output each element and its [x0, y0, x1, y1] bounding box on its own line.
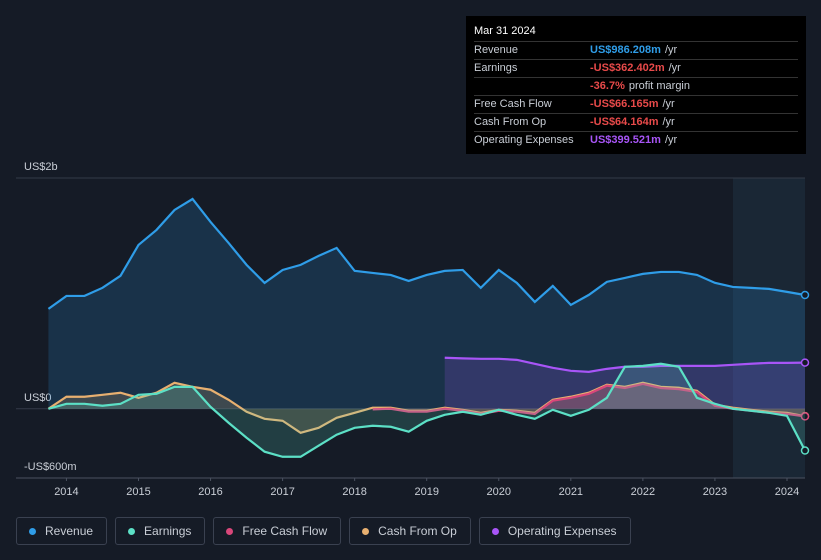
- series-area: [48, 363, 805, 457]
- y-tick-label: -US$600m: [24, 461, 77, 473]
- legend-dot: [226, 527, 234, 535]
- tooltip-row: Revenue US$986.208m/yr: [474, 42, 798, 60]
- legend-dot: [128, 527, 136, 535]
- x-tick-label: 2016: [198, 486, 222, 498]
- legend-label: Operating Expenses: [507, 524, 617, 538]
- legend-item[interactable]: Earnings: [115, 517, 206, 545]
- tooltip-row: Cash From Op -US$64.164m/yr: [474, 114, 798, 132]
- legend-item[interactable]: Cash From Op: [349, 517, 471, 545]
- x-tick-label: 2020: [487, 486, 511, 498]
- x-tick-label: 2015: [126, 486, 150, 498]
- tooltip-value: -US$66.165m: [590, 98, 659, 110]
- legend-label: Earnings: [144, 524, 192, 538]
- tooltip: Mar 31 2024 Revenue US$986.208m/yr Earning…: [466, 16, 806, 154]
- x-tick-label: 2014: [54, 486, 78, 498]
- tooltip-label: Operating Expenses: [474, 134, 574, 146]
- legend-item[interactable]: Operating Expenses: [478, 517, 631, 545]
- tooltip-row: Operating Expenses US$399.521m/yr: [474, 132, 798, 149]
- tooltip-label: Cash From Op: [474, 116, 547, 128]
- x-tick-label: 2023: [703, 486, 727, 498]
- tooltip-value: US$986.208m: [590, 44, 661, 56]
- x-tick-label: 2018: [342, 486, 366, 498]
- legend-item[interactable]: Revenue: [16, 517, 108, 545]
- tooltip-unit: /yr: [664, 134, 678, 146]
- legend-item[interactable]: Free Cash Flow: [213, 517, 342, 545]
- series-area: [48, 382, 805, 433]
- tooltip-row: Earnings -US$362.402m/yr: [474, 60, 798, 78]
- tooltip-value: US$399.521m: [590, 134, 661, 146]
- chart: US$2b US$0 -US$600m 2014 2015 2016 2017 2018 201…: [16, 161, 810, 498]
- legend-label: Free Cash Flow: [242, 524, 328, 538]
- tooltip-date: Mar 31 2024: [474, 24, 798, 42]
- legend-dot: [362, 527, 370, 535]
- tooltip-unit: /yr: [664, 44, 678, 56]
- tooltip-value: -US$362.402m: [590, 62, 665, 74]
- series-line: [47, 197, 806, 310]
- x-tick-label: 2021: [559, 486, 583, 498]
- tooltip-value: -US$64.164m: [590, 116, 659, 128]
- tooltip-unit: /yr: [662, 98, 675, 110]
- end-point: [800, 412, 810, 421]
- x-tick-label: 2019: [414, 486, 438, 498]
- series-area: [48, 199, 805, 409]
- tooltip-label: [474, 78, 590, 95]
- tooltip-unit: profit margin: [628, 80, 690, 92]
- y-tick-label: US$0: [24, 392, 52, 404]
- x-tick-label: 2024: [775, 486, 799, 498]
- legend: Revenue Earnings Free Cash Flow Cash From O…: [16, 517, 631, 545]
- end-point: [800, 290, 810, 300]
- tooltip-row: Free Cash Flow -US$66.165m/yr: [474, 96, 798, 114]
- series-line: [48, 362, 806, 458]
- legend-label: Cash From Op: [378, 524, 457, 538]
- tooltip-label: Free Cash Flow: [474, 98, 552, 110]
- series-area: [444, 357, 805, 409]
- y-tick-label: US$2b: [24, 161, 58, 173]
- end-point: [800, 358, 810, 367]
- x-tick-label: 2017: [270, 486, 294, 498]
- tooltip-unit: /yr: [668, 62, 681, 74]
- legend-label: Revenue: [45, 524, 94, 538]
- tooltip-value: -36.7%: [590, 80, 625, 92]
- tooltip-label: Revenue: [474, 44, 519, 56]
- x-tick-label: 2022: [631, 486, 655, 498]
- tooltip-unit: /yr: [662, 116, 675, 128]
- end-point: [800, 446, 810, 455]
- tooltip-label: Earnings: [474, 62, 518, 74]
- legend-dot: [29, 527, 36, 535]
- tooltip-row: -36.7% profit margin: [474, 78, 798, 96]
- legend-dot: [491, 527, 499, 535]
